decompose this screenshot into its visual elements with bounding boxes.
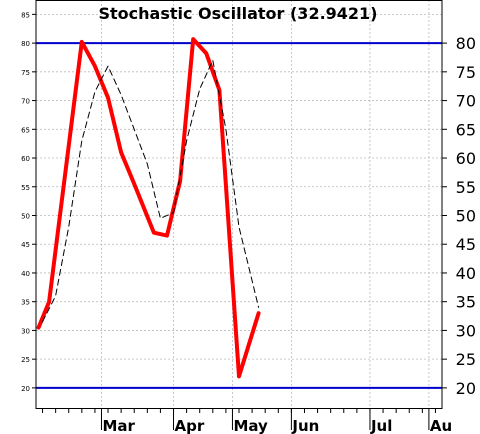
y-tick-label-right: 70 bbox=[456, 92, 476, 111]
y-tick-label-left: 35 bbox=[21, 299, 30, 307]
y-tick-label-right: 25 bbox=[456, 350, 476, 369]
y-tick-label-right: 50 bbox=[456, 206, 476, 225]
y-tick-label-right: 75 bbox=[456, 63, 476, 82]
axis-ticks: 20 25 30 35 40 45 50 55 60 65 70 75 80 85 20 25 30 35 40 45… bbox=[21, 11, 476, 434]
x-tick-label: Mar bbox=[102, 417, 135, 434]
y-tick-label-left: 70 bbox=[21, 98, 30, 106]
y-tick-label-right: 20 bbox=[456, 379, 476, 398]
series bbox=[36, 37, 261, 379]
y-tick-label-right: 45 bbox=[456, 235, 476, 254]
y-tick-label-right: 35 bbox=[456, 293, 476, 312]
y-tick-label-left: 75 bbox=[21, 69, 30, 77]
x-tick-label: Jul bbox=[370, 417, 392, 434]
x-tick-label: May bbox=[233, 417, 268, 434]
x-tick-label: Apr bbox=[175, 417, 205, 434]
y-tick-label-left: 45 bbox=[21, 241, 30, 249]
y-tick-label-left: 80 bbox=[21, 40, 30, 48]
y-tick-label-left: 55 bbox=[21, 184, 30, 192]
y-tick-label-left: 20 bbox=[21, 385, 30, 393]
y-tick-label-right: 65 bbox=[456, 120, 476, 139]
y-tick-label-left: 30 bbox=[21, 327, 30, 335]
x-tick-label: Au bbox=[430, 417, 452, 434]
y-tick-label-left: 40 bbox=[21, 270, 30, 278]
y-tick-label-right: 55 bbox=[456, 178, 476, 197]
grid bbox=[36, 0, 442, 408]
y-tick-label-right: 30 bbox=[456, 321, 476, 340]
y-tick-label-right: 60 bbox=[456, 149, 476, 168]
stochastic-line bbox=[36, 37, 261, 379]
signal-line bbox=[42, 59, 260, 323]
reference-lines bbox=[36, 42, 442, 389]
y-tick-label-right: 40 bbox=[456, 264, 476, 283]
chart-title: Stochastic Oscillator (32.9421) bbox=[98, 4, 377, 23]
y-tick-label-left: 85 bbox=[21, 11, 30, 19]
y-tick-label-left: 65 bbox=[21, 126, 30, 134]
y-tick-label-left: 25 bbox=[21, 356, 30, 364]
y-tick-label-right: 80 bbox=[456, 34, 476, 53]
x-tick-label: Jun bbox=[291, 417, 319, 434]
y-tick-label-left: 60 bbox=[21, 155, 30, 163]
y-tick-label-left: 50 bbox=[21, 212, 30, 220]
